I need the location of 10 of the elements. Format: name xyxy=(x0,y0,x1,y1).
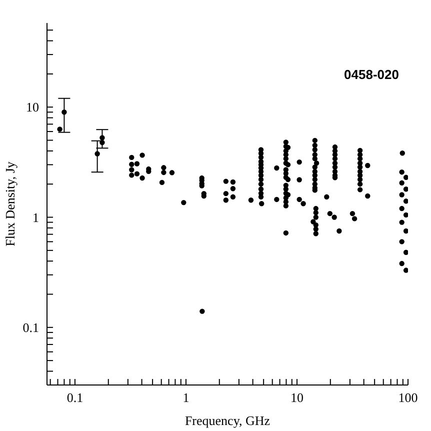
x-tick-label: 100 xyxy=(398,390,418,406)
x-axis-title: Frequency, GHz xyxy=(184,413,270,428)
y-tick-label: 0.1 xyxy=(22,320,39,336)
y-tick-label: 10 xyxy=(26,100,39,115)
x-tick-label: 0.1 xyxy=(66,390,84,406)
y-tick-label: 1 xyxy=(32,210,39,225)
x-tick-label: 1 xyxy=(182,390,190,406)
y-axis-title: Flux Density, Jy xyxy=(2,161,18,246)
x-tick-label: 10 xyxy=(290,390,304,406)
text: 0458-020 xyxy=(344,67,399,82)
